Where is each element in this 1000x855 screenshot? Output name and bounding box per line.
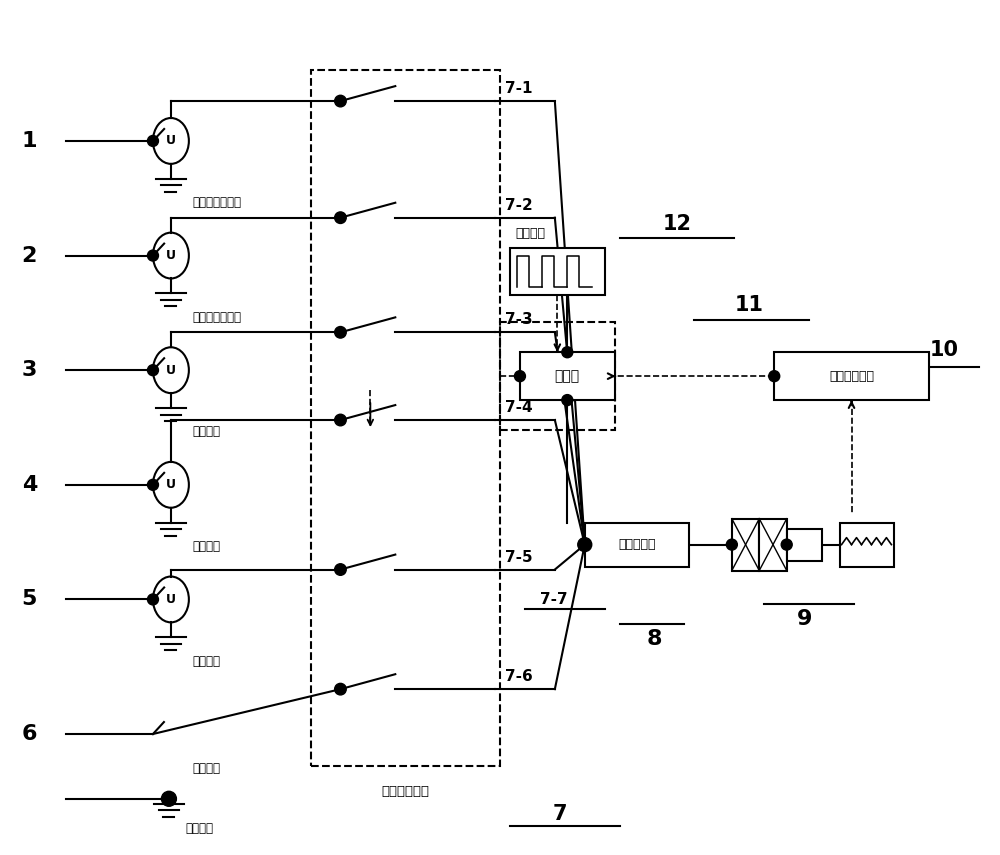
Text: U: U xyxy=(166,478,176,492)
Bar xyxy=(732,519,759,570)
Text: 预加载稳电压源: 预加载稳电压源 xyxy=(193,311,242,324)
Text: 控制器: 控制器 xyxy=(555,369,580,383)
Text: 7-2: 7-2 xyxy=(505,198,533,213)
Text: 7-6: 7-6 xyxy=(505,669,533,684)
Text: 负电压源: 负电压源 xyxy=(193,763,221,775)
Bar xyxy=(585,522,689,567)
Text: 高速切换开关: 高速切换开关 xyxy=(381,785,429,799)
Text: U: U xyxy=(166,363,176,377)
Circle shape xyxy=(335,212,346,223)
Circle shape xyxy=(335,327,346,338)
Circle shape xyxy=(147,250,158,261)
Text: 3: 3 xyxy=(22,360,37,380)
Text: 1: 1 xyxy=(22,131,37,151)
Text: 9: 9 xyxy=(796,610,812,629)
Text: 4: 4 xyxy=(22,475,37,495)
Text: 7-5: 7-5 xyxy=(505,550,533,564)
Text: 控制信号: 控制信号 xyxy=(515,227,545,239)
Text: 10: 10 xyxy=(929,340,958,360)
Text: 7-7: 7-7 xyxy=(540,592,568,607)
Bar xyxy=(311,70,500,766)
Text: 高电压源: 高电压源 xyxy=(193,426,221,439)
Text: 7-4: 7-4 xyxy=(505,400,533,415)
Circle shape xyxy=(562,395,573,405)
Circle shape xyxy=(161,792,176,806)
Bar xyxy=(510,248,605,296)
Circle shape xyxy=(514,371,525,381)
Circle shape xyxy=(147,594,158,605)
Text: 稳电压源: 稳电压源 xyxy=(193,540,221,553)
Text: 12: 12 xyxy=(663,214,692,233)
Circle shape xyxy=(562,347,573,357)
Text: 7-3: 7-3 xyxy=(505,312,533,327)
Circle shape xyxy=(769,371,780,381)
Text: 电流检测器: 电流检测器 xyxy=(618,538,656,551)
Circle shape xyxy=(335,563,346,575)
Text: 5: 5 xyxy=(22,589,37,610)
Bar xyxy=(759,519,787,570)
Circle shape xyxy=(147,135,158,146)
Text: 7-1: 7-1 xyxy=(505,81,532,96)
Text: 7: 7 xyxy=(553,804,567,823)
Text: U: U xyxy=(166,593,176,606)
Text: 11: 11 xyxy=(735,295,764,315)
Circle shape xyxy=(335,95,346,107)
Bar xyxy=(500,322,615,430)
Bar xyxy=(840,522,894,567)
Circle shape xyxy=(335,414,346,426)
Text: 8: 8 xyxy=(647,629,662,649)
Bar xyxy=(787,528,822,561)
Circle shape xyxy=(147,365,158,375)
Circle shape xyxy=(147,480,158,490)
Circle shape xyxy=(781,540,792,550)
Text: 压力传感系统: 压力传感系统 xyxy=(829,369,874,383)
Text: 负电压源: 负电压源 xyxy=(193,655,221,668)
Text: 预加载高电压源: 预加载高电压源 xyxy=(193,197,242,209)
Text: 零电压源: 零电压源 xyxy=(186,823,214,835)
Circle shape xyxy=(335,683,346,695)
Text: U: U xyxy=(166,134,176,147)
Text: 2: 2 xyxy=(22,245,37,266)
Text: U: U xyxy=(166,249,176,262)
Circle shape xyxy=(578,538,592,551)
Circle shape xyxy=(726,540,737,550)
Bar xyxy=(774,352,929,400)
Text: 6: 6 xyxy=(22,724,37,744)
Bar xyxy=(520,352,615,400)
